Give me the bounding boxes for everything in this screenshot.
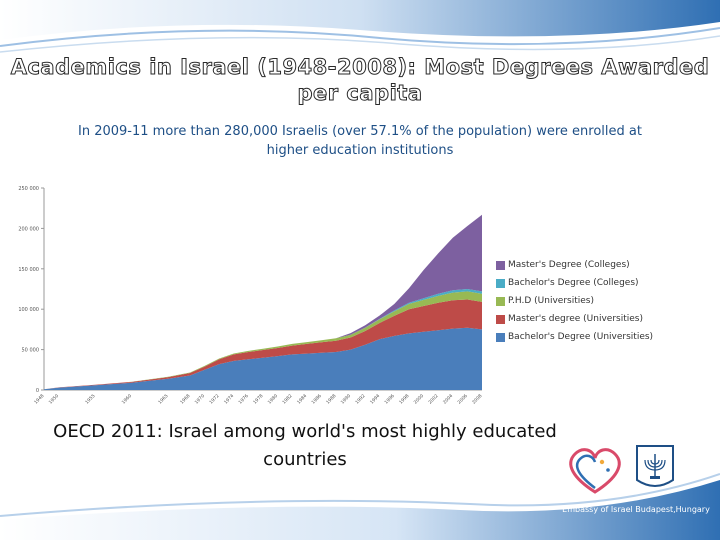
area-series	[44, 327, 482, 390]
legend-label: P.H.D (Universities)	[508, 296, 594, 306]
x-tick-label: 1960	[121, 393, 133, 405]
state-emblem-icon	[636, 445, 674, 487]
legend-swatch	[496, 314, 505, 324]
y-tick-label: 200 000	[18, 226, 39, 232]
area-series	[44, 299, 482, 390]
bottom-band	[0, 473, 720, 540]
x-tick-label: 1994	[369, 393, 381, 405]
legend-swatch	[496, 332, 505, 342]
logo-area	[569, 445, 674, 494]
legend-item: Bachelor's Degree (Universities)	[496, 328, 666, 346]
x-tick-label: 1996	[383, 393, 395, 405]
y-tick-label: 50 000	[22, 348, 40, 354]
heart-logo-icon	[569, 448, 621, 494]
x-tick-label: 1974	[223, 393, 235, 405]
y-tick-label: 100 000	[18, 307, 39, 313]
x-tick-label: 1986	[310, 393, 322, 405]
x-tick-label: 2006	[456, 393, 468, 405]
legend-item: P.H.D (Universities)	[496, 292, 666, 310]
x-tick-label: 2002	[427, 393, 439, 405]
y-tick-label: 250 000	[18, 186, 39, 192]
y-tick-label: 0	[36, 388, 39, 394]
chart-legend: Master's Degree (Colleges) Bachelor's Deg…	[496, 256, 666, 346]
x-tick-label: 1976	[237, 393, 249, 405]
x-tick-label: 1970	[194, 393, 206, 405]
x-tick-label: 1968	[179, 393, 191, 405]
x-tick-label: 1965	[157, 393, 169, 405]
top-band	[0, 0, 720, 53]
x-tick-label: 1990	[340, 393, 352, 405]
y-tick-label: 150 000	[18, 267, 39, 273]
legend-item: Master's Degree (Colleges)	[496, 256, 666, 274]
legend-swatch	[496, 260, 505, 270]
legend-label: Bachelor's Degree (Colleges)	[508, 278, 639, 288]
x-tick-label: 2008	[471, 393, 483, 405]
legend-label: Master's degree (Universities)	[508, 314, 643, 324]
legend-label: Master's Degree (Colleges)	[508, 260, 630, 270]
slide-subtitle: In 2009-11 more than 280,000 Israelis (o…	[78, 124, 642, 158]
area-series	[44, 291, 482, 390]
x-tick-label: 1978	[252, 393, 264, 405]
slide-title: Academics in Israel (1948-2008): Most De…	[10, 55, 710, 106]
embassy-label: Embassy of Israel Budapest,Hungary	[562, 505, 710, 514]
x-tick-label: 1984	[296, 393, 308, 405]
x-tick-label: 1980	[267, 393, 279, 405]
legend-item: Master's degree (Universities)	[496, 310, 666, 328]
legend-swatch	[496, 278, 505, 288]
legend-label: Bachelor's Degree (Universities)	[508, 332, 654, 342]
x-tick-label: 1948	[33, 393, 45, 405]
x-tick-label: 2004	[442, 393, 454, 405]
x-tick-label: 1955	[84, 393, 96, 405]
oecd-statement: OECD 2011: Israel among world's most hig…	[53, 421, 557, 470]
x-tick-label: 1982	[281, 393, 293, 405]
legend-item: Bachelor's Degree (Colleges)	[496, 274, 666, 292]
x-tick-label: 1972	[208, 393, 220, 405]
legend-swatch	[496, 296, 505, 306]
x-tick-label: 1998	[398, 393, 410, 405]
x-tick-label: 1992	[354, 393, 366, 405]
x-tick-label: 1950	[48, 393, 60, 405]
x-tick-label: 2000	[413, 393, 425, 405]
x-tick-label: 1988	[325, 393, 337, 405]
